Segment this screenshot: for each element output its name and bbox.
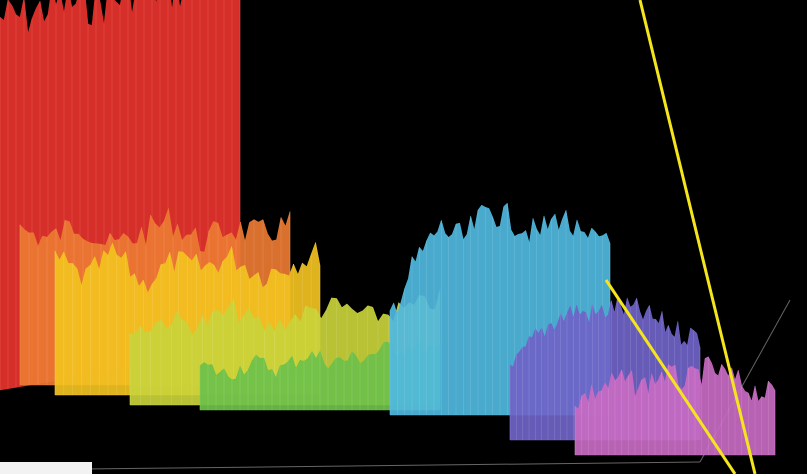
series-fill <box>574 356 776 456</box>
annotation-lines <box>604 0 757 474</box>
corner-label <box>0 462 92 474</box>
x-axis-line <box>0 461 701 471</box>
annotation-line-long <box>638 0 757 474</box>
series-surface-8 <box>574 356 776 456</box>
waterfall-series-group <box>0 0 776 456</box>
annotation-line-short <box>604 279 737 474</box>
